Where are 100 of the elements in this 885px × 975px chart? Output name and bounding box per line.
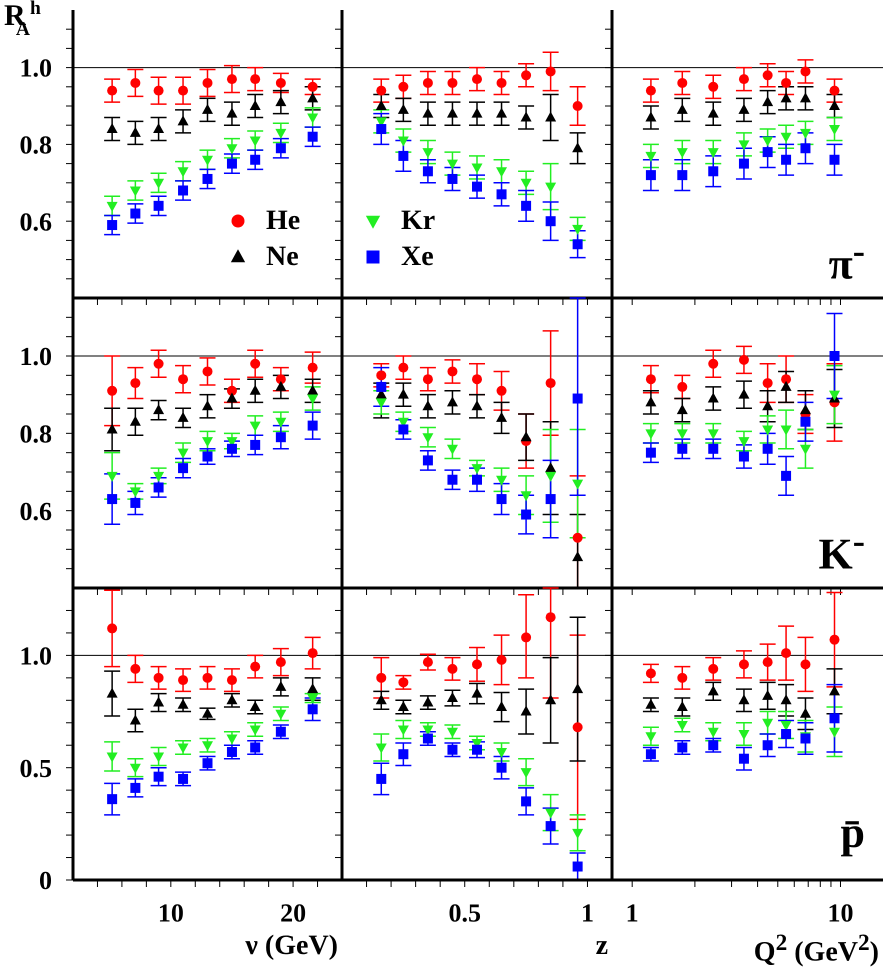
point [472,108,482,118]
point [572,224,584,235]
point [521,510,532,520]
annotation: π$^{-}$ [828,229,865,290]
legend-label: Kr [401,205,436,237]
point [496,167,508,178]
point [308,420,318,431]
point [307,394,318,405]
point [226,392,238,403]
point [545,808,556,819]
point [545,694,556,704]
point [308,704,318,714]
point [276,143,286,154]
point [154,86,164,96]
y-tick-label: 0.8 [20,130,52,160]
point [572,101,583,111]
point [226,158,237,169]
point [178,412,189,422]
point [154,672,164,683]
y-tick-label: 0.5 [20,754,52,783]
point [226,746,237,757]
point [202,741,213,752]
point [130,664,140,674]
point [250,358,260,369]
point [521,796,532,806]
point [130,186,141,196]
point [520,431,532,442]
point [130,487,141,498]
point [446,160,458,170]
point [446,396,458,406]
x-tick-label: 20 [280,898,306,928]
point [398,677,408,688]
point [107,86,118,96]
point [308,82,318,92]
point [154,772,164,782]
point [422,108,434,118]
point [472,182,482,192]
point [520,706,532,716]
y-tick-label: 0.6 [20,496,52,526]
point [545,182,556,193]
point [546,216,556,226]
point [422,733,433,744]
point [422,374,433,384]
point [226,108,238,118]
point [572,142,584,152]
point [226,675,237,686]
point [226,694,238,704]
point [546,66,556,76]
point [308,648,318,658]
y-tick-label: 0.8 [20,419,52,448]
point [447,174,458,184]
point [572,683,584,694]
point [472,744,482,755]
point [422,148,434,158]
annotation: p̄ [840,808,865,858]
point [178,698,189,709]
point [446,728,458,738]
point [226,74,237,84]
point [250,100,261,110]
point [398,82,408,92]
point [153,752,164,762]
point [496,701,508,712]
y-tick-label: 0.6 [20,207,52,236]
point [545,472,556,482]
point [546,494,556,504]
point [130,416,141,426]
point [106,472,118,482]
point [496,654,507,665]
point [446,692,458,702]
point [572,394,583,404]
point [107,623,118,634]
point [376,86,386,96]
point [130,126,141,137]
point [307,114,318,124]
point [472,163,482,174]
point [202,672,212,683]
point [572,862,583,872]
point [250,422,261,432]
point [250,136,261,147]
point [496,189,507,200]
point [226,386,237,396]
point [496,748,508,758]
point [422,696,434,707]
point [447,474,458,485]
point [202,156,213,166]
point [376,694,387,704]
point [521,200,532,211]
point [496,108,508,118]
point [496,494,507,504]
point [496,476,508,486]
point [153,123,164,134]
point [178,185,188,196]
point [153,472,164,482]
point [250,384,261,395]
point [398,104,409,114]
point [275,380,286,391]
point [276,374,286,384]
point [107,794,118,804]
point [107,386,118,396]
point [446,108,458,118]
